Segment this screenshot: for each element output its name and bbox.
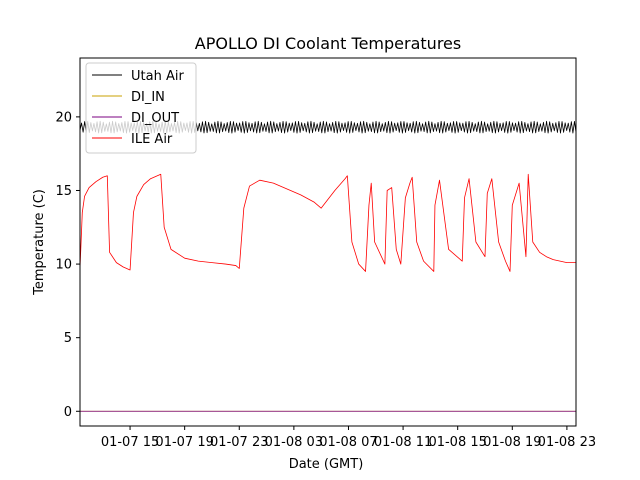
legend-label: DI_IN bbox=[131, 90, 165, 105]
y-tick-label: 10 bbox=[55, 258, 72, 273]
x-axis-label: Date (GMT) bbox=[289, 457, 364, 472]
x-tick-label: 01-08 19 bbox=[483, 435, 541, 450]
x-tick-label: 01-08 07 bbox=[319, 435, 377, 450]
x-tick-label: 01-08 11 bbox=[374, 435, 432, 450]
y-axis-label: Temperature (C) bbox=[32, 189, 47, 296]
x-tick-label: 01-07 19 bbox=[155, 435, 213, 450]
chart-title: APOLLO DI Coolant Temperatures bbox=[195, 34, 461, 53]
legend-label: DI_OUT bbox=[131, 111, 179, 126]
legend-box bbox=[85, 62, 197, 154]
legend-label: Utah Air bbox=[131, 69, 184, 84]
x-tick-label: 01-08 23 bbox=[538, 435, 596, 450]
legend: Utah Air DI_IN DI_OUT ILE Air bbox=[85, 62, 197, 154]
axes-frame bbox=[79, 57, 577, 427]
x-tick-label: 01-08 15 bbox=[428, 435, 486, 450]
x-tick-label: 01-08 03 bbox=[265, 435, 323, 450]
x-tick-label: 01-07 15 bbox=[101, 435, 159, 450]
y-tick-label: 5 bbox=[64, 331, 72, 346]
y-tick-label: 15 bbox=[55, 184, 72, 199]
y-axis-ticks: 0 5 10 15 20 bbox=[55, 110, 80, 420]
legend-label: ILE Air bbox=[131, 132, 173, 147]
y-tick-label: 0 bbox=[64, 405, 72, 420]
x-tick-label: 01-07 23 bbox=[210, 435, 268, 450]
series-line-ile-air bbox=[80, 173, 576, 272]
y-tick-label: 20 bbox=[55, 110, 72, 125]
